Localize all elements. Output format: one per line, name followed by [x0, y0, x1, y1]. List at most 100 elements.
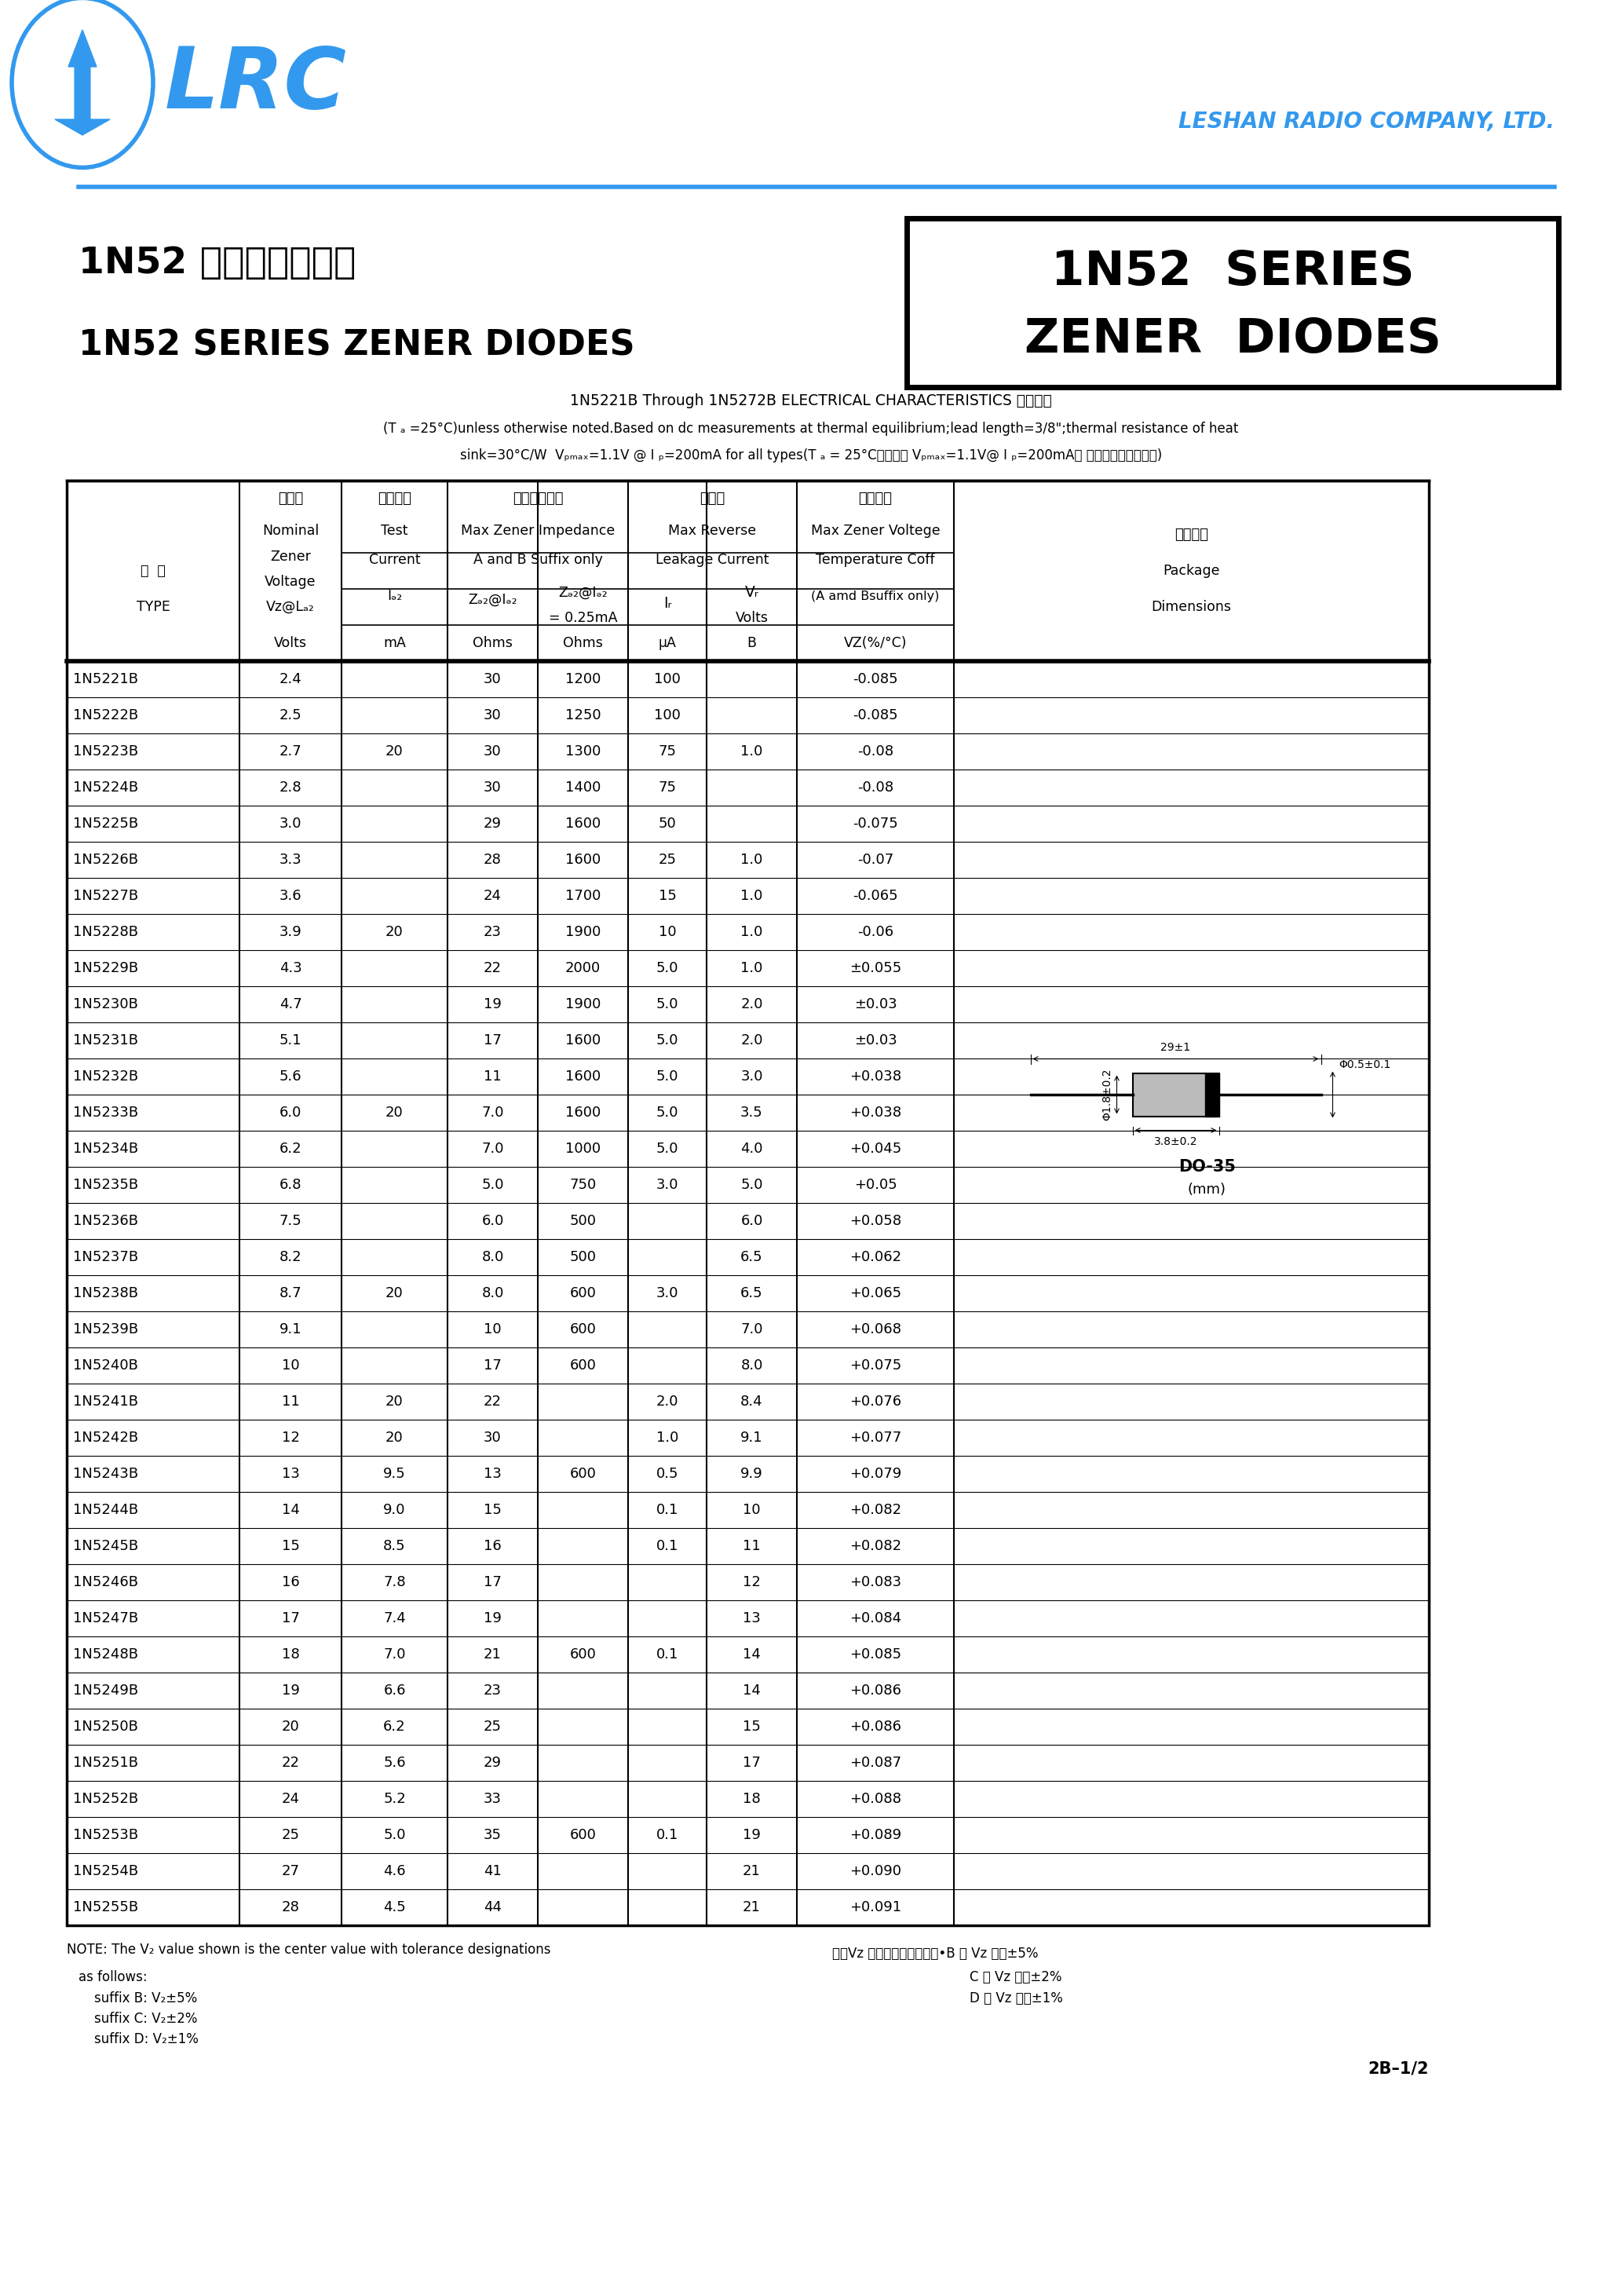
- Text: Vz@Lₐ₂: Vz@Lₐ₂: [266, 599, 315, 613]
- Text: 14: 14: [282, 1504, 300, 1518]
- Text: 10: 10: [659, 925, 676, 939]
- Text: Ohms: Ohms: [472, 636, 513, 650]
- Text: 1200: 1200: [564, 673, 600, 687]
- Text: 5.0: 5.0: [657, 1033, 678, 1047]
- Text: 1.0: 1.0: [741, 889, 762, 902]
- Text: 2.0: 2.0: [657, 1394, 678, 1410]
- Text: 18: 18: [282, 1649, 300, 1662]
- Text: 8.0: 8.0: [482, 1249, 504, 1265]
- Text: 7.0: 7.0: [482, 1141, 504, 1155]
- Text: 18: 18: [743, 1791, 761, 1807]
- Text: 2000: 2000: [564, 962, 600, 976]
- Text: B: B: [748, 636, 756, 650]
- Text: +0.062: +0.062: [850, 1249, 902, 1265]
- Text: 温度系数: 温度系数: [858, 491, 892, 505]
- Text: TYPE: TYPE: [136, 599, 170, 613]
- Text: 17: 17: [282, 1612, 300, 1626]
- Text: 30: 30: [483, 1430, 501, 1444]
- Text: NOTE: The V₂ value shown is the center value with tolerance designations: NOTE: The V₂ value shown is the center v…: [67, 1942, 551, 1956]
- Text: 1N5238B: 1N5238B: [73, 1286, 138, 1300]
- Text: 17: 17: [483, 1033, 501, 1047]
- Text: +0.077: +0.077: [850, 1430, 902, 1444]
- Text: 24: 24: [282, 1791, 300, 1807]
- Text: 0.5: 0.5: [657, 1467, 678, 1481]
- Text: 100: 100: [654, 673, 681, 687]
- Text: 1N5221B Through 1N5272B ELECTRICAL CHARACTERISTICS 电性参数: 1N5221B Through 1N5272B ELECTRICAL CHARA…: [569, 393, 1053, 409]
- Text: ±0.055: ±0.055: [850, 962, 902, 976]
- Text: -0.08: -0.08: [858, 744, 894, 758]
- Text: 3.3: 3.3: [279, 852, 302, 868]
- Text: 2.5: 2.5: [279, 707, 302, 723]
- Text: 21: 21: [483, 1649, 501, 1662]
- Text: 8.5: 8.5: [383, 1538, 406, 1552]
- Text: Iᵣ: Iᵣ: [663, 597, 672, 611]
- Text: 600: 600: [569, 1359, 597, 1373]
- Text: 20: 20: [386, 925, 404, 939]
- Text: 2B–1/2: 2B–1/2: [1367, 2060, 1429, 2076]
- Text: 1N5228B: 1N5228B: [73, 925, 138, 939]
- Text: 13: 13: [483, 1467, 501, 1481]
- Text: 5.0: 5.0: [657, 1107, 678, 1120]
- Text: 20: 20: [386, 1394, 404, 1410]
- Text: VZ(%/°C): VZ(%/°C): [843, 636, 907, 650]
- Text: 6.2: 6.2: [383, 1720, 406, 1733]
- Text: 5.0: 5.0: [657, 996, 678, 1010]
- Text: +0.045: +0.045: [850, 1141, 902, 1155]
- Text: 1N5246B: 1N5246B: [73, 1575, 138, 1589]
- Text: 5.6: 5.6: [279, 1070, 302, 1084]
- Bar: [67, 480, 1429, 1926]
- Text: Zₔ₂@Iₔ₂: Zₔ₂@Iₔ₂: [469, 592, 517, 606]
- Text: 11: 11: [743, 1538, 761, 1552]
- Text: ±0.03: ±0.03: [853, 1033, 897, 1047]
- Text: +0.087: +0.087: [850, 1756, 902, 1770]
- Text: 30: 30: [483, 673, 501, 687]
- Polygon shape: [55, 30, 110, 135]
- Text: Volts: Volts: [274, 636, 307, 650]
- Text: 7.0: 7.0: [741, 1322, 762, 1336]
- Text: 1N5241B: 1N5241B: [73, 1394, 138, 1410]
- Text: 5.0: 5.0: [482, 1178, 504, 1192]
- Text: Nominal: Nominal: [263, 523, 320, 537]
- Text: 1N52 系列稳压二极管: 1N52 系列稳压二极管: [78, 246, 355, 280]
- Text: 1N5227B: 1N5227B: [73, 889, 138, 902]
- Text: Temperature Coff: Temperature Coff: [816, 553, 934, 567]
- Text: 1N5249B: 1N5249B: [73, 1683, 138, 1697]
- Text: 9.5: 9.5: [383, 1467, 406, 1481]
- Text: 17: 17: [743, 1756, 761, 1770]
- Text: 测试电流: 测试电流: [378, 491, 412, 505]
- Text: Φ1.8±0.2: Φ1.8±0.2: [1101, 1068, 1113, 1120]
- Text: 600: 600: [569, 1649, 597, 1662]
- Text: 11: 11: [282, 1394, 300, 1410]
- Text: 1600: 1600: [564, 817, 600, 831]
- Text: 5.0: 5.0: [741, 1178, 762, 1192]
- Text: 600: 600: [569, 1286, 597, 1300]
- Text: 7.8: 7.8: [383, 1575, 406, 1589]
- Text: 3.0: 3.0: [657, 1286, 678, 1300]
- Text: 20: 20: [386, 1430, 404, 1444]
- Text: 1N5236B: 1N5236B: [73, 1215, 138, 1228]
- Text: ZENER  DIODES: ZENER DIODES: [1023, 317, 1440, 363]
- Text: 1N5245B: 1N5245B: [73, 1538, 138, 1552]
- Text: 5.0: 5.0: [657, 962, 678, 976]
- Text: 1N5255B: 1N5255B: [73, 1901, 138, 1915]
- Text: 1600: 1600: [564, 852, 600, 868]
- Text: -0.085: -0.085: [853, 707, 899, 723]
- Text: 1N5237B: 1N5237B: [73, 1249, 138, 1265]
- Text: 8.0: 8.0: [482, 1286, 504, 1300]
- Text: 9.1: 9.1: [741, 1430, 762, 1444]
- Text: 注：Vz 为稳压心心値，其中•B 型 Vz 容差±5%: 注：Vz 为稳压心心値，其中•B 型 Vz 容差±5%: [832, 1947, 1038, 1961]
- Text: 25: 25: [282, 1828, 300, 1841]
- Text: 9.9: 9.9: [740, 1467, 762, 1481]
- Text: 4.7: 4.7: [279, 996, 302, 1010]
- Text: 1N5235B: 1N5235B: [73, 1178, 138, 1192]
- Text: 3.9: 3.9: [279, 925, 302, 939]
- Text: 3.0: 3.0: [657, 1178, 678, 1192]
- Text: 27: 27: [282, 1864, 300, 1878]
- Text: 1N5223B: 1N5223B: [73, 744, 138, 758]
- Text: 外型尺寸: 外型尺寸: [1174, 528, 1208, 542]
- Text: 漏电流: 漏电流: [699, 491, 725, 505]
- Text: 5.0: 5.0: [657, 1141, 678, 1155]
- Text: +0.076: +0.076: [850, 1394, 902, 1410]
- Text: DO-35: DO-35: [1179, 1159, 1236, 1176]
- Text: 24: 24: [483, 889, 501, 902]
